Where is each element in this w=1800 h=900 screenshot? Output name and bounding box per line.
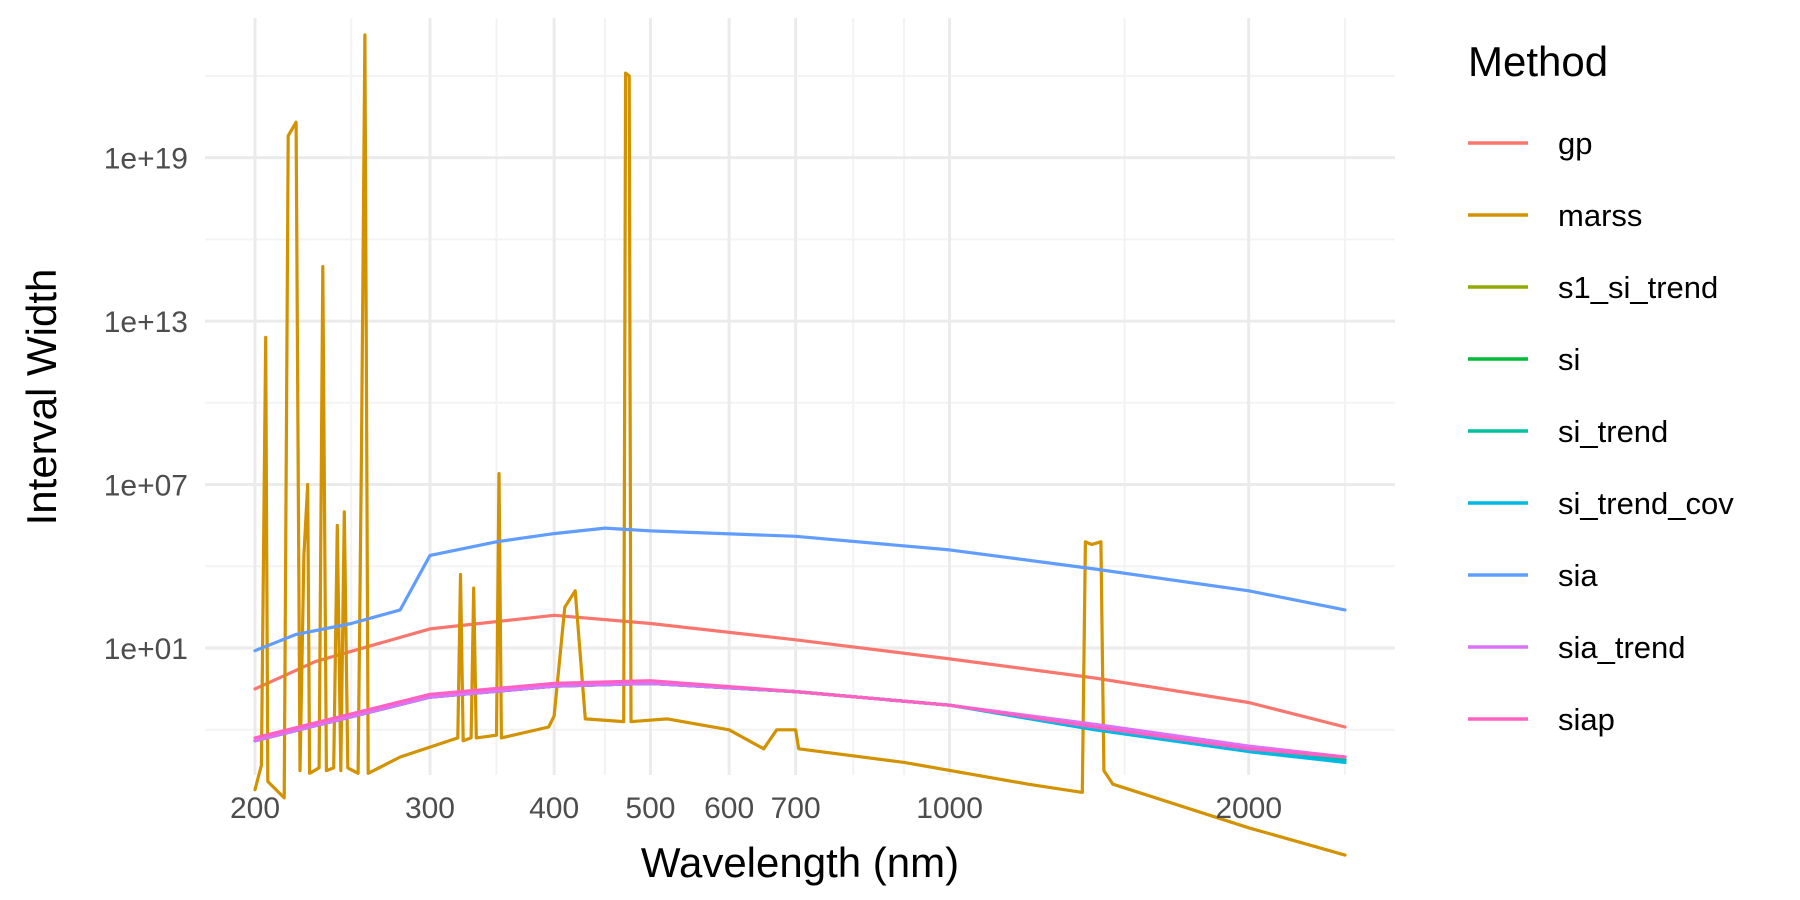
legend-label-sia: sia: [1558, 558, 1598, 593]
y-axis-title: Interval Width: [18, 269, 65, 526]
y-axis-ticks: 1e+01 1e+07 1e+13 1e+19: [104, 143, 188, 666]
grid: [205, 18, 1395, 775]
legend-title: Method: [1468, 38, 1608, 85]
legend-label-si_trend_cov: si_trend_cov: [1558, 486, 1734, 521]
legend-label-siap: siap: [1558, 702, 1615, 737]
series-line-gp: [253, 613, 1347, 729]
legend-label-si_trend: si_trend: [1558, 414, 1668, 449]
x-tick-label: 600: [704, 792, 754, 825]
x-tick-label: 400: [529, 792, 579, 825]
y-tick-label: 1e+07: [104, 470, 188, 503]
legend-label-sia_trend: sia_trend: [1558, 630, 1686, 665]
x-tick-label: 700: [771, 792, 821, 825]
x-axis-title: Wavelength (nm): [641, 839, 959, 886]
y-tick-label: 1e+19: [104, 143, 188, 176]
legend-label-gp: gp: [1558, 126, 1592, 161]
y-tick-label: 1e+01: [104, 633, 188, 666]
x-tick-label: 300: [405, 792, 455, 825]
x-tick-label: 2000: [1215, 792, 1282, 825]
legend-label-marss: marss: [1558, 198, 1642, 233]
series-line-marss: [253, 33, 1347, 857]
series-line-siap: [253, 679, 1347, 759]
x-tick-label: 500: [625, 792, 675, 825]
x-axis-ticks: 200 300 400 500 600 700 1000 2000: [230, 792, 1282, 825]
series-lines: [253, 33, 1347, 857]
x-tick-label: 1000: [916, 792, 983, 825]
legend-label-s1_si_trend: s1_si_trend: [1558, 270, 1718, 305]
series-line-sia_trend: [253, 681, 1347, 759]
legend-label-si: si: [1558, 342, 1580, 377]
x-tick-label: 200: [230, 792, 280, 825]
y-tick-label: 1e+13: [104, 306, 188, 339]
series-line-sia: [253, 526, 1347, 653]
